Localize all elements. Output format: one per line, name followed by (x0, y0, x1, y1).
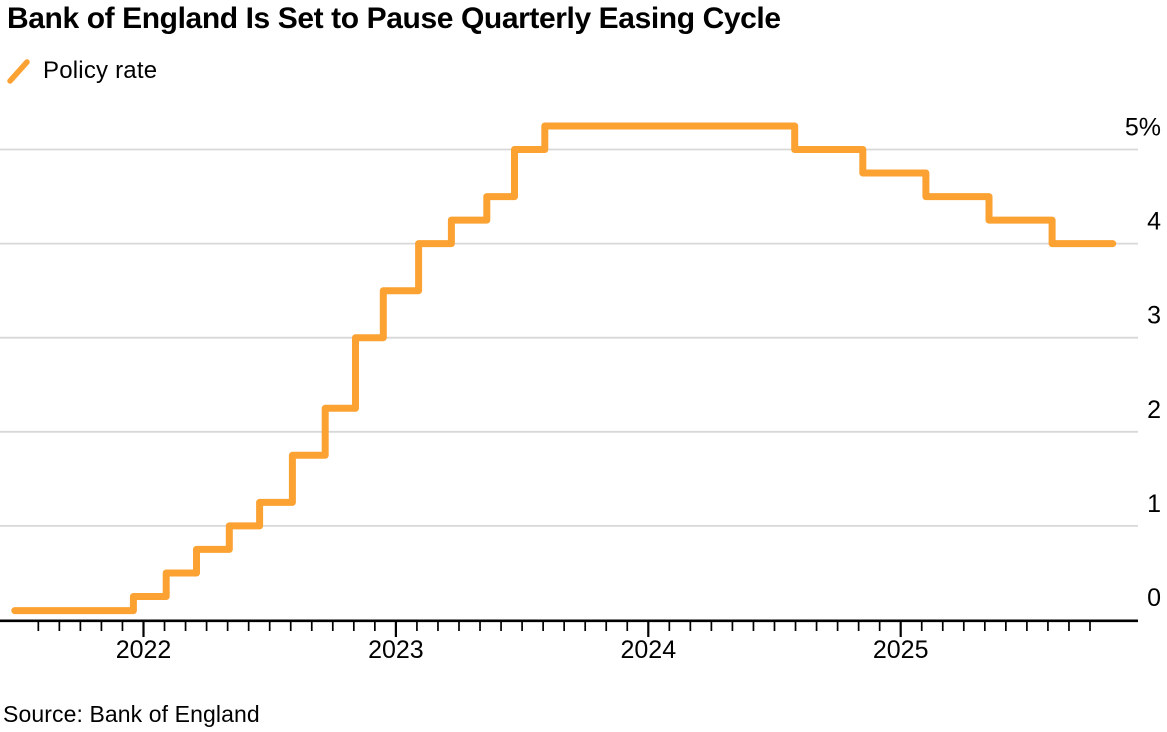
svg-text:5%: 5% (1125, 114, 1161, 142)
x-axis-labels: 2022 2023 2024 2025 (116, 636, 929, 664)
legend-slash-icon (7, 59, 30, 84)
x-axis-ticks (37, 622, 1091, 637)
svg-text:2023: 2023 (368, 636, 424, 664)
y-axis-labels: 0 1 2 3 4 5% (1125, 114, 1161, 613)
svg-text:2: 2 (1147, 396, 1161, 424)
source-note: Source: Bank of England (3, 701, 260, 727)
chart-title: Bank of England Is Set to Pause Quarterl… (7, 2, 781, 35)
svg-text:3: 3 (1147, 302, 1161, 330)
svg-text:0: 0 (1147, 584, 1161, 612)
svg-text:1: 1 (1147, 490, 1161, 518)
svg-text:2022: 2022 (116, 636, 172, 664)
svg-text:4: 4 (1147, 208, 1161, 236)
policy-rate-line (11, 122, 1117, 615)
legend: Policy rate (6, 56, 157, 86)
svg-text:2025: 2025 (873, 636, 929, 664)
gridlines (0, 148, 1138, 527)
legend-series-label: Policy rate (43, 57, 158, 84)
svg-text:2024: 2024 (620, 636, 676, 664)
